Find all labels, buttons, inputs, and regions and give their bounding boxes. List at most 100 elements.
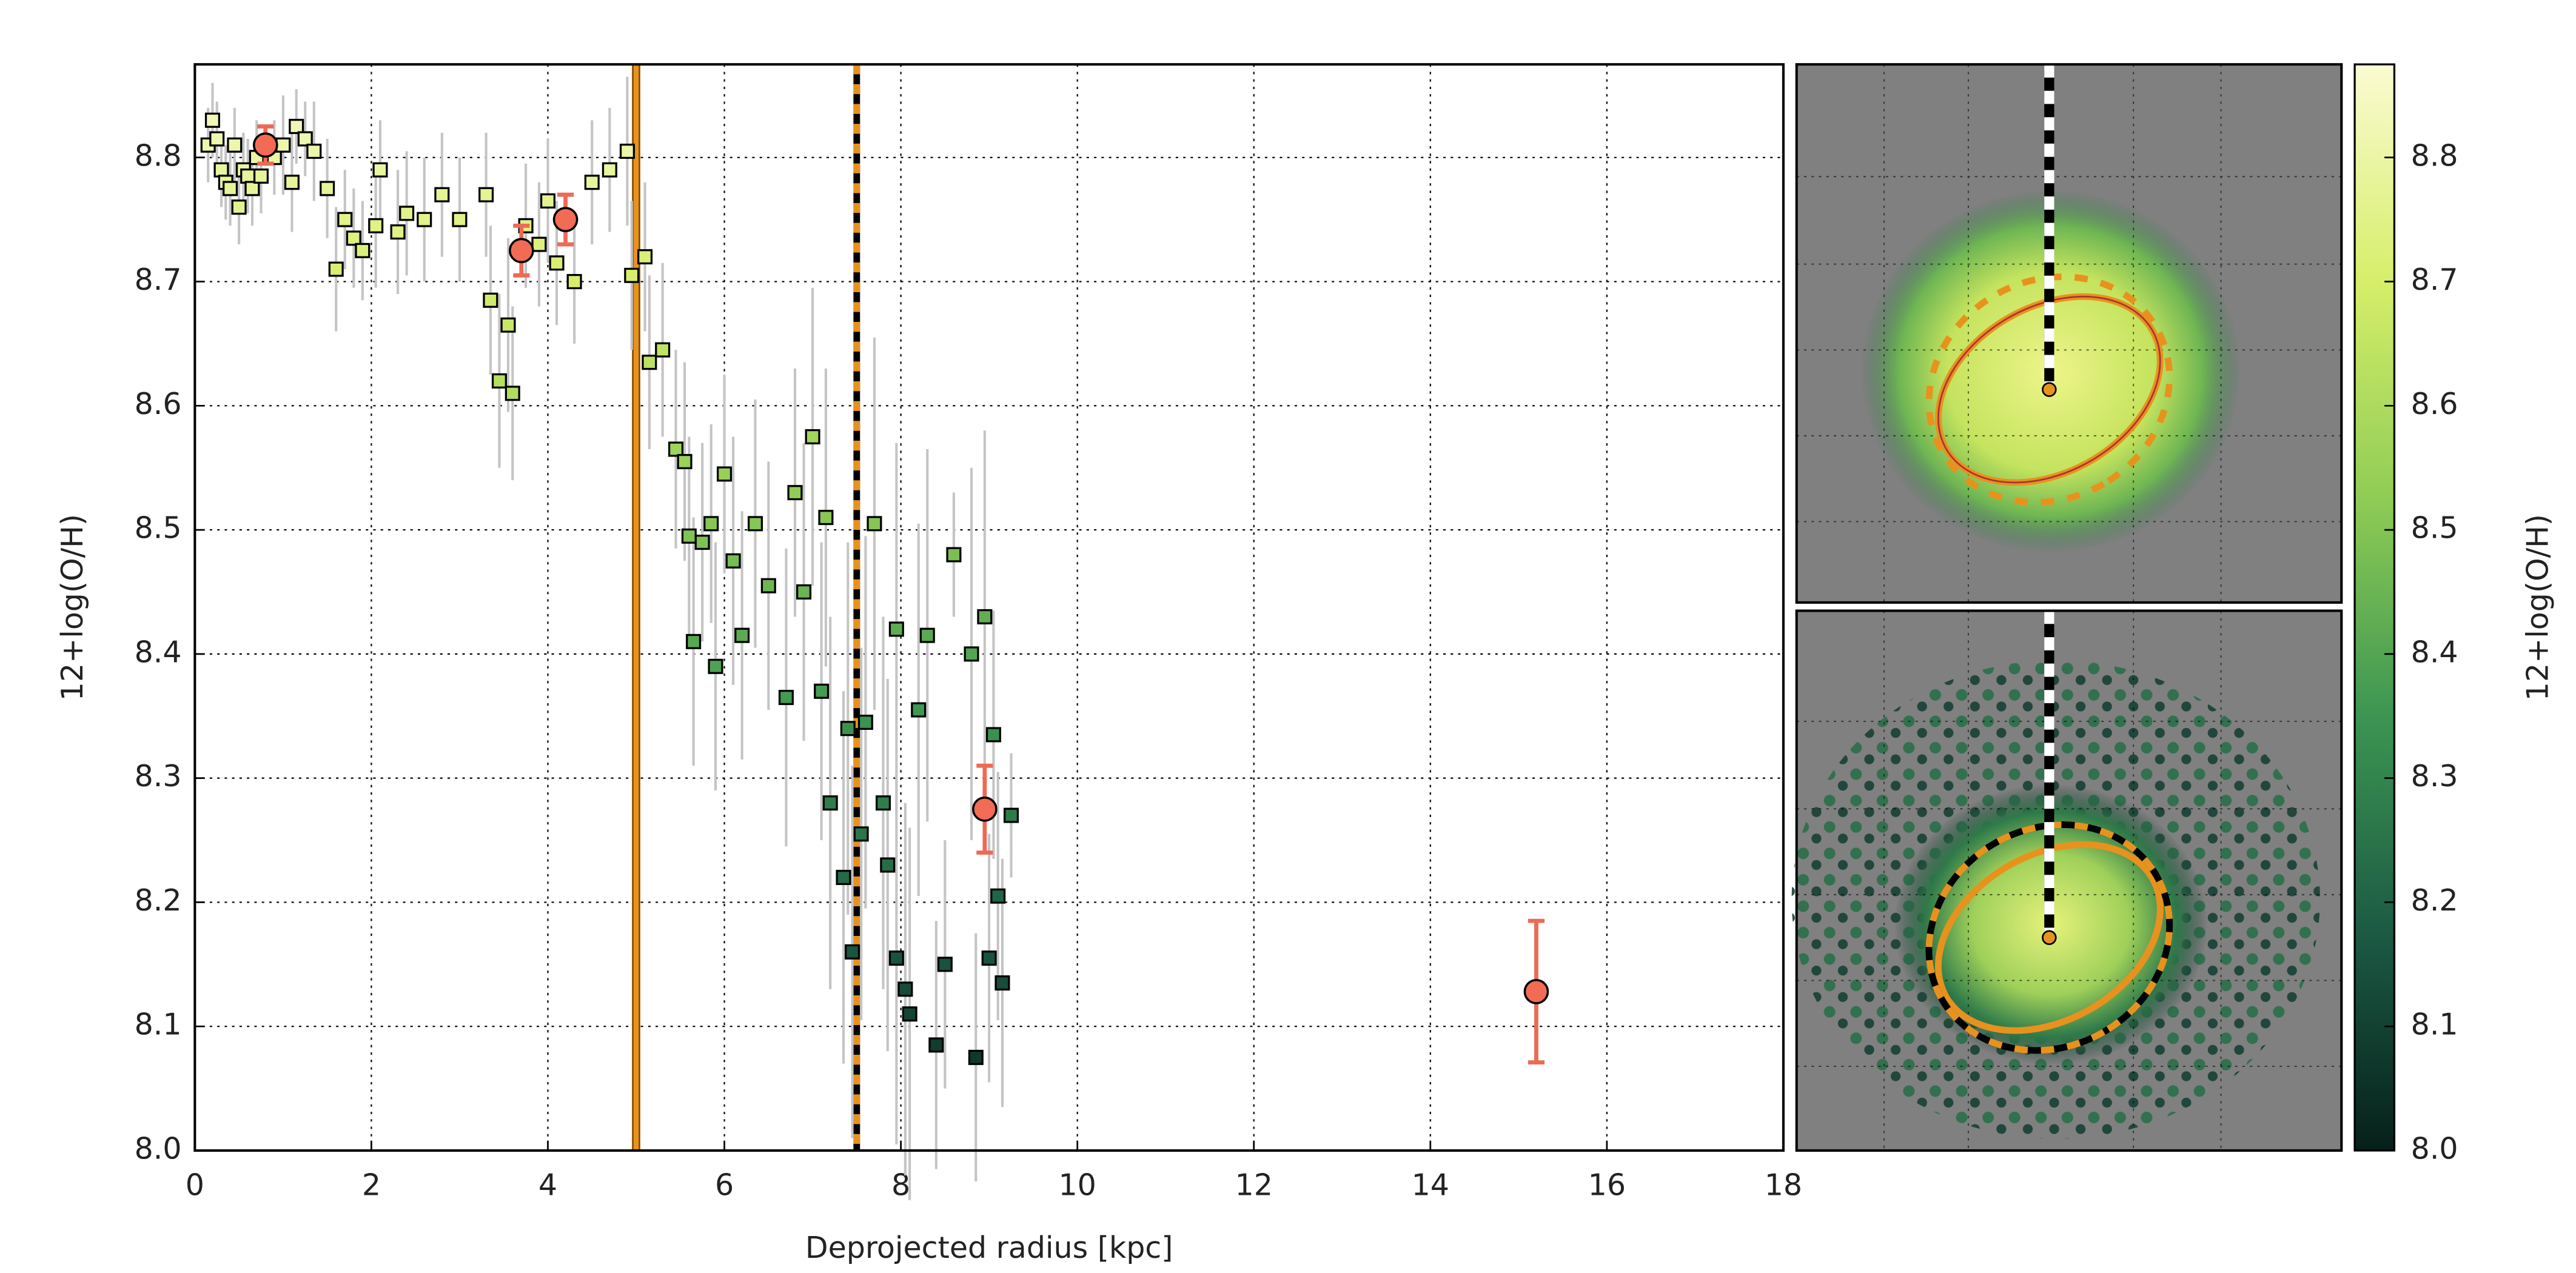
y-tick-label: 8.1 bbox=[135, 1007, 182, 1042]
point bbox=[289, 119, 304, 135]
point bbox=[655, 342, 671, 358]
point bbox=[417, 212, 432, 227]
point bbox=[734, 627, 750, 643]
point bbox=[677, 453, 693, 469]
y-tick-label: 8.4 bbox=[135, 635, 182, 669]
point bbox=[787, 485, 803, 501]
point bbox=[694, 535, 710, 550]
point bbox=[796, 584, 812, 600]
point bbox=[227, 137, 243, 153]
point bbox=[778, 690, 794, 706]
point bbox=[619, 144, 635, 159]
x-tick-label: 10 bbox=[1058, 1168, 1096, 1202]
point bbox=[508, 238, 534, 264]
point bbox=[946, 547, 962, 563]
x-tick-label: 16 bbox=[1588, 1168, 1626, 1202]
y-tick-label: 8.6 bbox=[135, 387, 182, 421]
point bbox=[857, 714, 873, 730]
point bbox=[981, 951, 997, 966]
point bbox=[642, 355, 657, 370]
point bbox=[919, 627, 935, 643]
point bbox=[337, 212, 353, 227]
point bbox=[637, 249, 653, 265]
point bbox=[434, 187, 450, 202]
point bbox=[840, 721, 856, 737]
point bbox=[681, 528, 697, 544]
point bbox=[888, 621, 904, 637]
point bbox=[686, 633, 702, 649]
point bbox=[805, 429, 820, 445]
x-tick-label: 4 bbox=[538, 1168, 557, 1202]
point bbox=[552, 207, 579, 232]
point bbox=[368, 218, 384, 233]
point bbox=[500, 317, 516, 333]
point bbox=[452, 212, 468, 227]
colorbar-tick-label: 8.5 bbox=[2411, 511, 2458, 546]
point bbox=[867, 516, 882, 532]
x-tick-label: 14 bbox=[1412, 1168, 1449, 1202]
y-tick-label: 8.3 bbox=[135, 759, 182, 794]
point bbox=[399, 205, 415, 221]
point bbox=[491, 373, 507, 389]
point bbox=[390, 224, 406, 240]
point bbox=[995, 975, 1010, 991]
point bbox=[566, 274, 582, 290]
colorbar-tick-label: 8.6 bbox=[2411, 387, 2458, 421]
point bbox=[505, 386, 520, 401]
point bbox=[328, 261, 344, 277]
y-tick-label: 8.7 bbox=[135, 262, 182, 297]
point bbox=[1003, 807, 1019, 823]
point bbox=[209, 131, 225, 147]
point bbox=[320, 181, 335, 196]
colorbar-label: 12+log(O/H) bbox=[2521, 514, 2555, 701]
colorbar-tick-label: 8.8 bbox=[2411, 138, 2458, 173]
colorbar-tick-label: 8.7 bbox=[2411, 262, 2458, 297]
plot-frame bbox=[193, 63, 1785, 1152]
point bbox=[814, 683, 830, 699]
point bbox=[253, 168, 269, 184]
point bbox=[717, 466, 733, 482]
point bbox=[540, 193, 556, 209]
point bbox=[836, 869, 851, 885]
point bbox=[584, 175, 600, 190]
point bbox=[703, 516, 719, 532]
point bbox=[990, 888, 1006, 904]
point bbox=[1523, 979, 1549, 1004]
y-tick-label: 8.0 bbox=[135, 1131, 182, 1166]
point bbox=[972, 796, 998, 822]
point bbox=[372, 162, 388, 178]
point bbox=[478, 187, 494, 202]
point bbox=[911, 702, 927, 718]
point bbox=[875, 795, 891, 811]
point bbox=[346, 230, 361, 246]
x-tick-label: 0 bbox=[186, 1168, 204, 1202]
y-axis-label: 12+log(O/H) bbox=[55, 514, 90, 701]
y-tick-label: 8.5 bbox=[135, 511, 182, 546]
point bbox=[252, 132, 278, 158]
point bbox=[297, 131, 313, 147]
point bbox=[880, 857, 896, 873]
point bbox=[204, 112, 220, 128]
point bbox=[708, 658, 723, 674]
point bbox=[968, 1049, 984, 1065]
point bbox=[818, 510, 834, 526]
colorbar bbox=[2353, 63, 2396, 1152]
x-tick-label: 8 bbox=[891, 1168, 910, 1202]
point bbox=[760, 578, 776, 593]
colorbar-tick-label: 8.1 bbox=[2411, 1007, 2458, 1042]
x-tick-label: 12 bbox=[1235, 1168, 1273, 1202]
point bbox=[845, 944, 860, 960]
point bbox=[549, 255, 565, 271]
point bbox=[483, 292, 498, 308]
map-panel-top bbox=[1795, 63, 2343, 604]
point bbox=[624, 267, 640, 283]
point bbox=[853, 826, 869, 842]
map-panel-bottom bbox=[1791, 609, 2343, 1152]
point bbox=[822, 795, 838, 811]
point bbox=[902, 1006, 917, 1022]
point bbox=[897, 981, 913, 997]
point bbox=[964, 646, 979, 662]
x-axis-label: Deprojected radius [kpc] bbox=[805, 1231, 1173, 1265]
point bbox=[275, 137, 291, 153]
